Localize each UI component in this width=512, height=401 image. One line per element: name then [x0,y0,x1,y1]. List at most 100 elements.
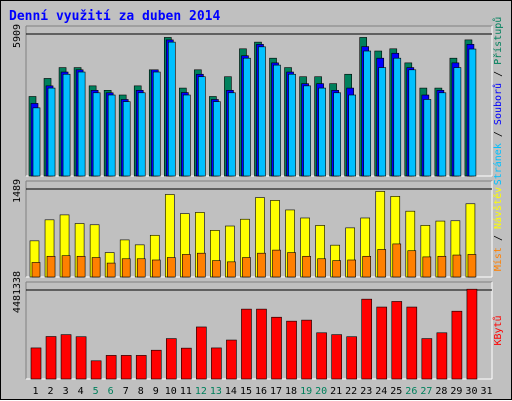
bar-middle-Míst-9 [151,259,161,278]
y-tick-label-top: 5909 [12,24,23,48]
bar-bottom-KBytů-28 [436,332,448,380]
bar-top-Stránek-10 [167,41,176,177]
bar-bottom-KBytů-23 [361,298,373,380]
bar-middle-Míst-24 [377,249,387,278]
legend-separator: / [493,65,504,83]
y-tick-label-middle: 1489 [12,179,23,203]
bar-top-Stránek-11 [183,94,191,177]
x-tick-label-day: 10 [165,386,177,397]
legend-separator: / [493,125,504,143]
bar-top-Stránek-22 [348,94,356,177]
x-tick-label-day: 4 [78,386,84,397]
bar-middle-Míst-16 [257,252,266,278]
bar-middle-Míst-6 [106,262,116,278]
bar-bottom-KBytů-25 [391,301,403,380]
bar-top-Stránek-2 [47,87,56,177]
bar-middle-Míst-19 [302,255,311,278]
bar-bottom-KBytů-20 [316,332,327,380]
bar-top-Stránek-9 [152,71,161,177]
bar-top-Stránek-23 [363,50,372,177]
bar-bottom-KBytů-19 [301,319,312,380]
bar-bottom-KBytů-16 [256,308,267,380]
x-tick-label-day: 12 [195,386,207,397]
legend-top: Stránek / Souborů / Přístupů [492,17,504,186]
x-tick-label-day: 11 [180,386,192,397]
bar-bottom-KBytů-22 [346,336,357,380]
bar-top-Stránek-13 [213,101,221,177]
bar-middle-Míst-4 [76,255,86,278]
x-tick-label-day: 25 [390,386,402,397]
bar-middle-Míst-15 [242,257,251,278]
bar-top-Stránek-19 [303,85,311,177]
x-tick-label-day: 2 [48,386,54,397]
bar-top-Stránek-3 [62,73,71,177]
bar-middle-Míst-17 [272,249,281,278]
legend-entry-middle: Návštěv [492,187,504,229]
x-tick-label-day: 20 [315,386,327,397]
bar-bottom-KBytů-30 [466,288,478,380]
x-tick-label-day: 31 [480,386,492,397]
bar-bottom-KBytů-18 [286,320,297,380]
x-tick-label-day: 5 [93,386,99,397]
bar-top-Stránek-8 [137,92,146,177]
x-tick-label-day: 19 [300,386,312,397]
bar-bottom-KBytů-21 [331,334,342,380]
x-tick-label-day: 14 [225,386,237,397]
legend-entry-top: Přístupů [492,17,504,65]
bar-bottom-KBytů-10 [165,338,177,380]
bar-bottom-KBytů-6 [105,355,117,380]
x-tick-label-day: 27 [420,386,432,397]
x-tick-label-day: 1 [33,386,39,397]
x-tick-label-day: 6 [108,386,114,397]
bar-top-Stránek-1 [32,107,41,177]
bar-bottom-KBytů-12 [196,326,207,380]
x-tick-label-day: 30 [465,386,477,397]
bar-top-Stránek-24 [378,67,387,177]
bar-top-Stránek-27 [423,99,432,177]
bar-top-Stránek-14 [228,92,236,177]
x-tick-label-day: 13 [210,386,222,397]
bar-middle-Míst-22 [347,259,356,278]
bar-middle-Míst-8 [136,258,146,278]
legend-entry-top: Souborů [492,83,504,125]
bar-middle-Míst-12 [197,252,206,278]
x-tick-label-day: 28 [435,386,447,397]
bar-bottom-KBytů-3 [60,334,72,380]
bar-bottom-KBytů-11 [181,347,192,380]
bar-bottom-KBytů-15 [241,308,252,380]
bar-middle-Míst-23 [362,255,372,278]
bar-top-Stránek-16 [258,46,266,177]
bar-middle-Míst-10 [166,257,176,278]
legend-bottom: KBytů [492,315,504,345]
bar-top-Stránek-25 [393,57,402,177]
bar-top-Stránek-7 [122,101,131,177]
bar-bottom-KBytů-8 [135,355,147,380]
bar-middle-Míst-21 [332,260,341,278]
bar-bottom-KBytů-9 [150,349,162,380]
bar-bottom-KBytů-13 [211,347,222,380]
bar-bottom-KBytů-29 [451,310,463,380]
legend-separator: / [493,229,504,247]
x-tick-label-day: 9 [153,386,159,397]
bar-top-Stránek-15 [243,57,251,177]
bar-bottom-KBytů-26 [406,306,418,380]
bar-top-Stránek-29 [453,67,462,177]
bar-top-Stránek-26 [408,69,417,177]
bar-middle-Míst-13 [212,260,221,278]
bar-bottom-KBytů-2 [45,336,57,380]
bar-top-Stránek-20 [318,87,326,177]
x-tick-label-day: 7 [123,386,129,397]
x-tick-label-day: 29 [450,386,462,397]
bar-middle-Míst-28 [437,255,447,278]
bar-middle-Míst-18 [287,252,296,278]
bar-top-Stránek-21 [333,92,341,177]
x-tick-label-day: 17 [270,386,282,397]
bar-middle-Míst-20 [317,258,326,278]
legend-entry-bottom: KBytů [492,315,504,345]
legend-entry-middle: Míst [492,247,504,271]
bar-top-Stránek-17 [273,64,281,177]
bar-top-Stránek-18 [288,73,296,177]
legend-middle: Míst / Návštěv [492,187,504,271]
legend-entry-top: Stránek [492,143,504,185]
